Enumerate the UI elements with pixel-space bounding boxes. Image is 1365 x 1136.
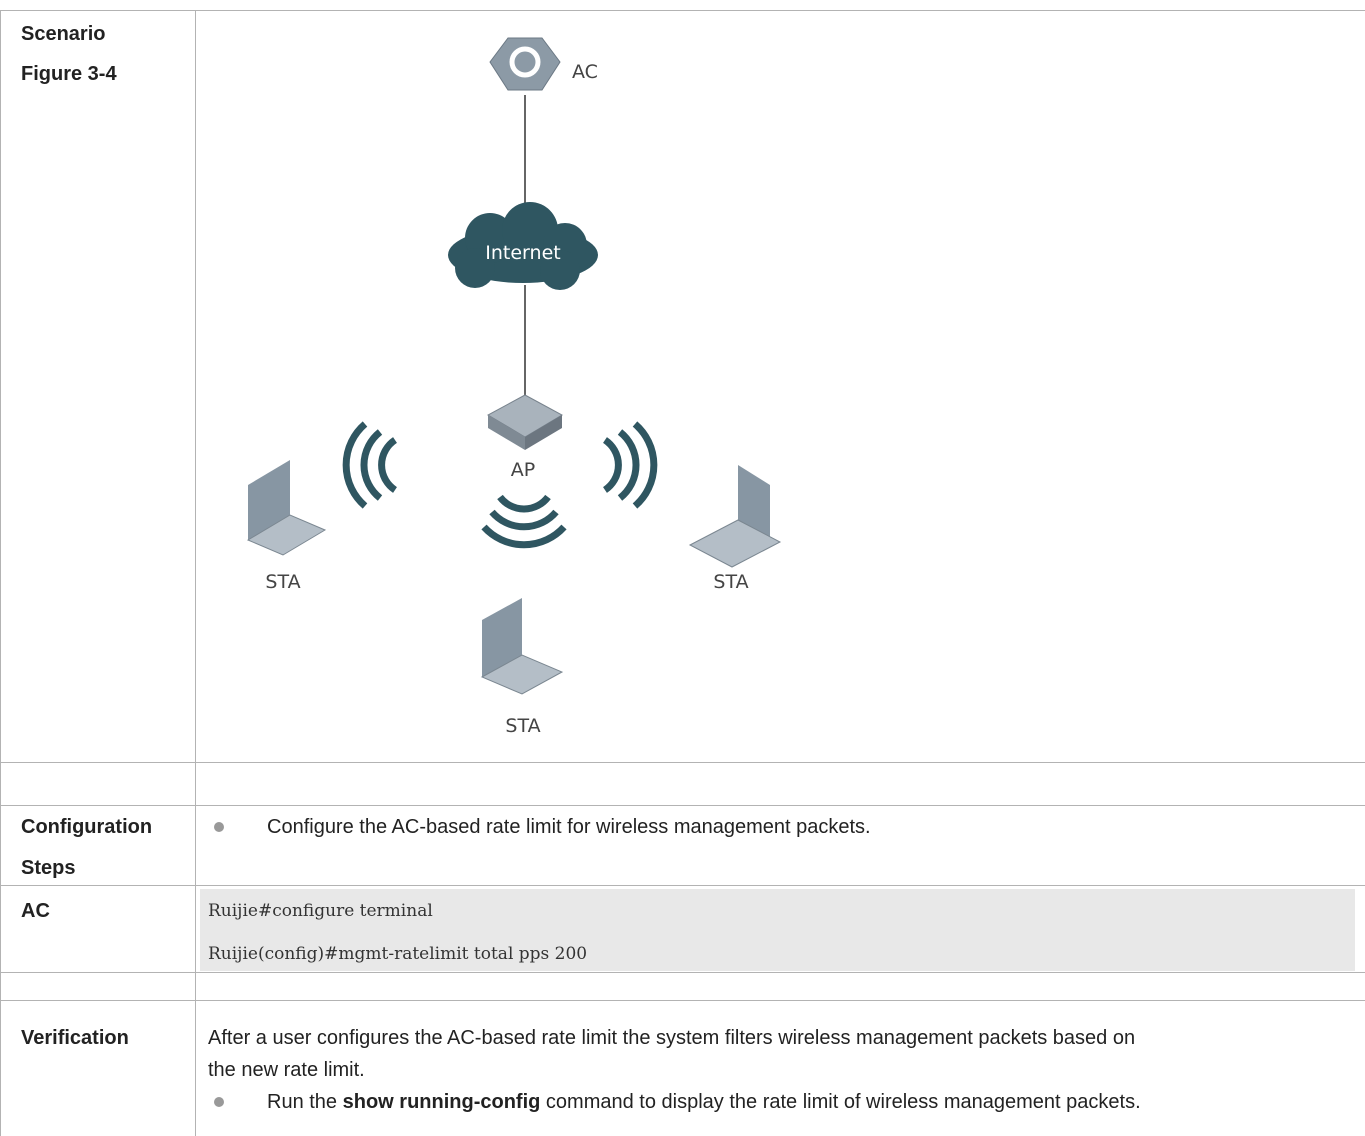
code-line: Ruijie(config)#mgmt-ratelimit total pps …	[208, 944, 588, 964]
row-label: Configuration	[21, 816, 153, 838]
rule	[0, 10, 1365, 11]
node-label: STA	[505, 715, 540, 737]
paragraph: After a user configures the AC-based rat…	[208, 1027, 1136, 1049]
paragraph: the new rate limit.	[208, 1059, 365, 1081]
row-label: Verification	[21, 1027, 129, 1049]
bullet	[214, 822, 224, 832]
rule	[0, 762, 1365, 763]
node-label: AC	[572, 61, 598, 83]
laptop	[688, 465, 782, 568]
ac-icon	[509, 46, 541, 78]
network-diagram: AC Internet AP	[246, 37, 782, 737]
row-label: AC	[21, 900, 50, 922]
ac-icon	[489, 37, 561, 91]
node-label: STA	[713, 571, 748, 593]
command: show running-config	[342, 1091, 541, 1113]
rule	[0, 805, 1365, 806]
node-label: AP	[511, 459, 535, 481]
bullet-text: Run the show running-config command to d…	[267, 1090, 1141, 1114]
rule	[195, 10, 196, 1136]
text: command to display the rate limit of wir…	[540, 1091, 1141, 1113]
code-line: Ruijie#configure terminal	[208, 901, 433, 921]
row-label: Figure 3-4	[21, 63, 117, 85]
ap-icon	[525, 415, 562, 450]
laptop	[480, 598, 564, 695]
ap-icon	[488, 415, 525, 450]
text: Run the	[267, 1091, 343, 1113]
bullet-text: Configure the AC-based rate limit for wi…	[267, 816, 871, 838]
node-label: STA	[265, 571, 300, 593]
cloud	[448, 202, 598, 290]
wifi-waves	[342, 421, 658, 549]
node-label: Internet	[485, 242, 560, 264]
rule	[0, 972, 1365, 973]
row-label: Steps	[21, 857, 76, 879]
rule	[0, 1000, 1365, 1001]
row-label: Scenario	[21, 23, 106, 45]
laptop	[246, 460, 327, 556]
code-block	[200, 889, 1355, 971]
bullet	[214, 1097, 224, 1107]
rule	[0, 10, 1, 1136]
rule	[0, 885, 1365, 886]
